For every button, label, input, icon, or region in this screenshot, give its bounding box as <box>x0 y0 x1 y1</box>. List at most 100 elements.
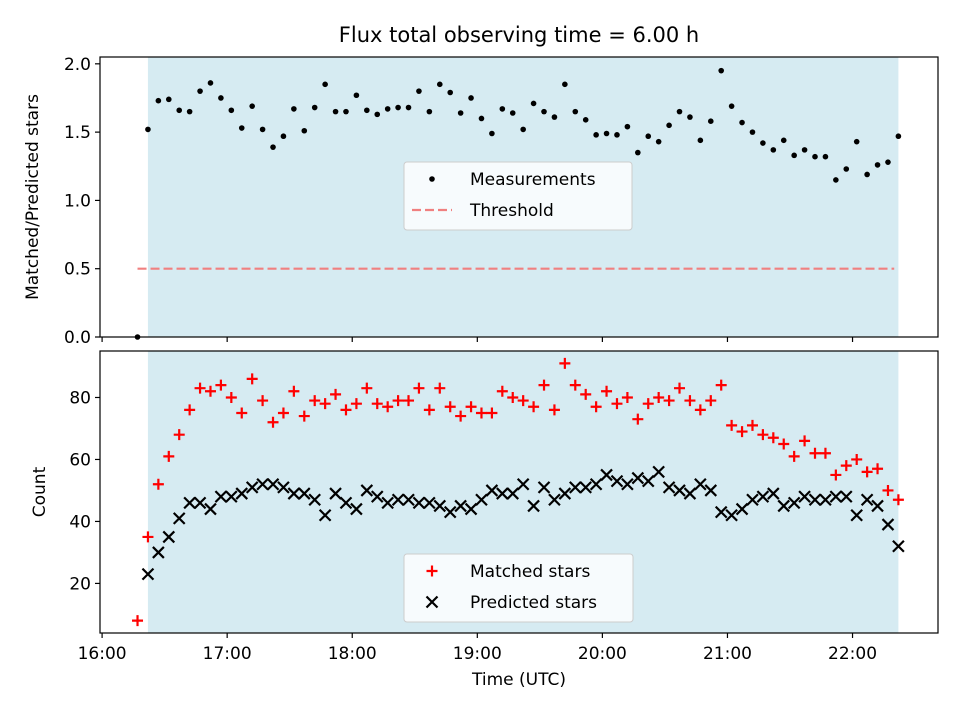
predicted-point <box>506 487 520 500</box>
predicted-point <box>318 508 332 522</box>
predicted-point <box>589 477 603 491</box>
measurement-point <box>468 95 474 101</box>
measurement-point <box>749 129 756 135</box>
matched-point <box>809 447 821 459</box>
predicted-point <box>881 518 895 531</box>
measurement-point <box>322 81 328 88</box>
matched-point <box>236 407 248 419</box>
measurement-point <box>186 108 193 115</box>
predicted-point <box>600 468 613 482</box>
legend-marker-dot <box>429 176 435 182</box>
matched-point <box>444 401 456 413</box>
measurement-point <box>405 104 412 111</box>
matched-point <box>403 395 415 407</box>
measurement-point <box>666 122 672 129</box>
measurement-point <box>395 104 401 111</box>
matched-point <box>882 484 894 496</box>
measurement-point <box>739 119 745 126</box>
predicted-point <box>381 496 394 510</box>
predicted-point <box>652 465 665 479</box>
matched-point <box>163 450 175 462</box>
matched-point <box>288 385 300 397</box>
predicted-point <box>787 496 801 510</box>
measurement-point <box>197 88 203 94</box>
predicted-point <box>694 477 707 491</box>
matched-point <box>371 398 383 410</box>
matched-point <box>569 379 581 391</box>
matched-point <box>757 429 769 441</box>
measurement-point <box>614 132 620 138</box>
legend-box <box>403 553 634 623</box>
predicted-point <box>746 493 759 507</box>
predicted-point <box>423 496 436 510</box>
ratio-panel: 0.0 0.5 1.0 1.5 2.0 Matched/Predicted stars Me… <box>23 55 939 348</box>
predicted-point <box>277 481 290 494</box>
predicted-point <box>360 484 374 497</box>
predicted-point <box>225 490 238 503</box>
matched-point <box>361 382 373 394</box>
measurement-point <box>291 106 297 112</box>
predicted-point <box>777 499 791 513</box>
predicted-point <box>767 487 780 500</box>
predicted-point <box>850 508 863 522</box>
predicted-point <box>756 490 770 503</box>
matched-point <box>642 398 654 410</box>
measurement-point <box>572 108 579 115</box>
measurement-point <box>728 103 735 109</box>
predicted-point <box>256 477 269 491</box>
matched-point <box>767 432 779 444</box>
matched-point <box>267 416 279 428</box>
legend-label: Matched stars <box>470 562 590 582</box>
matched-point <box>726 419 738 431</box>
predicted-point <box>141 567 155 581</box>
matched-point <box>538 379 550 391</box>
predicted-point <box>548 493 561 507</box>
x-axis-label: Time (UTC) <box>471 670 566 690</box>
legend-marker-plus <box>426 565 438 577</box>
matched-point <box>892 494 904 506</box>
predicted-point <box>350 502 363 516</box>
predicted-point <box>819 493 832 507</box>
predicted-point <box>516 477 530 491</box>
predicted-point <box>569 481 582 494</box>
measurement-point <box>332 108 339 115</box>
measurement-point <box>478 115 485 122</box>
measurement-point <box>530 100 537 107</box>
matched-point <box>225 391 237 403</box>
count-panel: 20 40 60 80 16:00 17:00 18:00 19:00 20:00 21:00 22… <box>30 350 939 690</box>
matched-point <box>142 531 154 543</box>
measurement-point <box>655 138 662 145</box>
measurement-point <box>436 81 443 88</box>
measurement-point <box>280 133 287 140</box>
measurement-point <box>780 137 787 144</box>
y-tick-label: 20 <box>69 574 91 594</box>
predicted-point <box>287 487 301 500</box>
measurement-point <box>687 114 693 120</box>
matched-point <box>204 385 216 397</box>
predicted-point <box>172 512 186 525</box>
predicted-point <box>683 487 697 500</box>
matched-point <box>496 385 508 397</box>
measurement-point <box>551 114 558 120</box>
measurement-point <box>249 103 255 109</box>
predicted-point <box>714 505 728 519</box>
predicted-point <box>214 490 228 503</box>
legend-label: Threshold <box>469 201 554 221</box>
matched-point <box>215 379 227 391</box>
measurement-point <box>812 153 818 160</box>
measurement-point <box>301 127 308 134</box>
measurement-point <box>760 140 766 146</box>
predicted-point <box>496 487 509 500</box>
predicted-point <box>892 539 905 553</box>
matched-point <box>340 404 352 416</box>
axes-frame <box>99 350 939 634</box>
predicted-point <box>433 499 447 513</box>
measurement-point <box>833 177 839 183</box>
legend-label: Predicted stars <box>470 593 597 613</box>
predicted-point <box>840 490 853 503</box>
measurement-point <box>645 133 652 140</box>
predicted-point <box>235 487 249 500</box>
predicted-point <box>391 493 405 507</box>
measurement-point <box>353 92 360 99</box>
measurement-point <box>447 89 454 96</box>
